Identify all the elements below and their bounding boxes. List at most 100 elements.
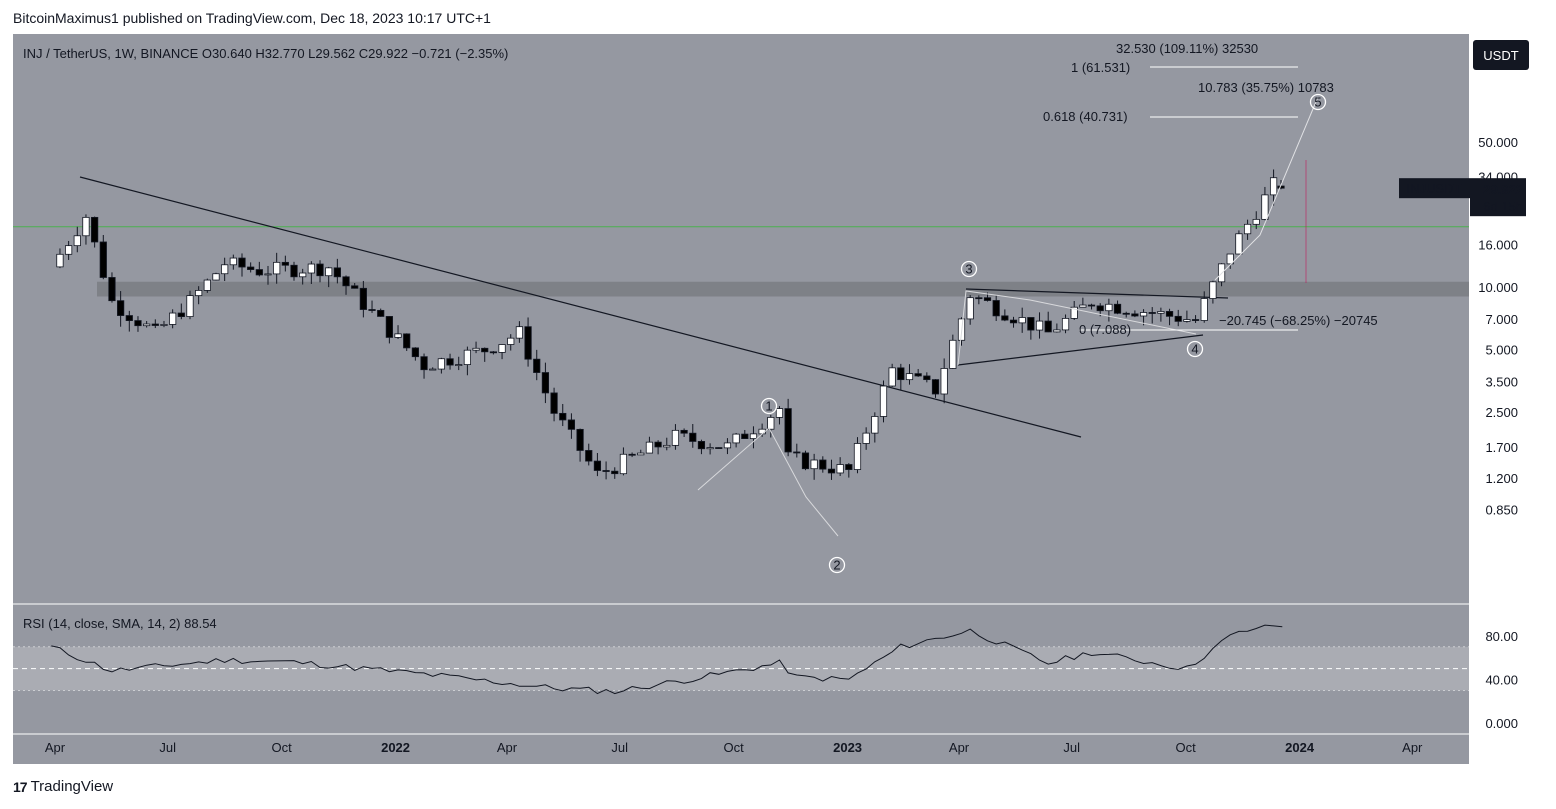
candle-body	[1148, 312, 1156, 314]
candle-body	[619, 453, 628, 475]
candle	[905, 364, 914, 385]
candle-body	[1044, 320, 1052, 333]
candle-body	[455, 364, 463, 366]
candle	[758, 423, 766, 437]
candle	[593, 453, 602, 477]
candle	[645, 436, 654, 454]
candle-body	[853, 443, 862, 470]
candle	[853, 437, 862, 474]
candle	[385, 316, 393, 344]
candle-body	[1209, 281, 1217, 299]
candle	[91, 216, 99, 248]
tradingview-footer[interactable]: 17 TradingView	[13, 778, 113, 795]
candle-body	[1252, 218, 1260, 225]
candle-body	[923, 375, 931, 381]
candle-body	[420, 356, 428, 371]
candle	[411, 347, 419, 361]
candle	[73, 226, 81, 253]
candle-body	[65, 245, 73, 255]
candle-body	[1105, 303, 1113, 312]
candle-body	[333, 267, 341, 278]
candle	[1157, 307, 1165, 322]
candle-body	[914, 373, 922, 377]
candle-body	[905, 373, 914, 381]
candle-body	[117, 300, 125, 316]
wave-number: 5	[1314, 95, 1321, 110]
candle-body	[437, 358, 445, 370]
candle-body	[394, 333, 402, 338]
candle-body	[368, 309, 376, 311]
candle	[706, 443, 714, 455]
price-axis[interactable]	[1469, 34, 1531, 764]
chart-pane[interactable]	[13, 34, 1469, 764]
candle	[524, 317, 532, 367]
candle	[325, 266, 333, 288]
candle	[1009, 316, 1018, 328]
rsi-band	[13, 646, 1469, 691]
candle-body	[715, 447, 723, 449]
candle	[420, 353, 428, 379]
candle	[247, 262, 255, 273]
candle	[437, 357, 445, 374]
candle-body	[203, 279, 211, 291]
candle-body	[524, 326, 532, 360]
candle	[1044, 311, 1052, 333]
candle	[203, 278, 211, 293]
candle	[550, 387, 558, 422]
triangle-support-line	[957, 334, 1204, 366]
candle-body	[498, 344, 506, 353]
candle-body	[160, 324, 168, 326]
candle-body	[125, 315, 133, 321]
candle	[489, 351, 497, 355]
candle-body	[697, 441, 706, 450]
candle	[229, 254, 237, 270]
candle-body	[602, 470, 610, 472]
candle	[576, 428, 584, 462]
candle	[1053, 323, 1061, 333]
candle-body	[307, 263, 315, 274]
candles-group	[56, 169, 1285, 480]
price-tick-label: 50.000	[1478, 135, 1518, 150]
candle	[125, 310, 133, 332]
candle-body	[108, 277, 116, 302]
candle-body	[940, 368, 948, 395]
candle-body	[221, 264, 229, 275]
candle	[264, 265, 272, 285]
candle-body	[1018, 317, 1026, 324]
candle-body	[385, 316, 393, 338]
wave-number: 2	[833, 558, 840, 573]
candle-body	[1261, 194, 1269, 220]
candle-body	[741, 433, 749, 439]
candle-body	[1053, 329, 1061, 333]
candle	[862, 427, 870, 450]
candle	[1261, 186, 1269, 221]
candle-body	[654, 441, 662, 448]
candle-body	[1131, 313, 1139, 317]
candle	[481, 347, 489, 362]
candle-body	[186, 295, 194, 317]
candle-body	[593, 460, 602, 471]
candle-body	[342, 276, 350, 287]
candle-body	[567, 419, 576, 430]
candle-body	[169, 312, 177, 325]
candle	[611, 467, 619, 479]
candle	[689, 424, 697, 448]
candle-body	[255, 269, 263, 276]
candle-body	[992, 300, 1000, 317]
candle	[195, 286, 203, 305]
candle-body	[533, 358, 541, 373]
rsi-tick-label: 80.00	[1485, 629, 1518, 644]
currency-button[interactable]: USDT	[1473, 40, 1529, 70]
candle-body	[931, 379, 940, 395]
candle-body	[351, 285, 359, 289]
candle-body	[611, 470, 619, 475]
price-tag-value: 29.922	[1483, 182, 1523, 197]
candle	[472, 341, 480, 354]
candle-body	[463, 349, 471, 365]
candle	[1035, 312, 1044, 339]
symbol-legend: INJ / TetherUS, 1W, BINANCE O30.640 H32.…	[23, 46, 509, 61]
candle	[273, 252, 281, 284]
candle	[559, 403, 567, 427]
candle	[394, 325, 402, 340]
